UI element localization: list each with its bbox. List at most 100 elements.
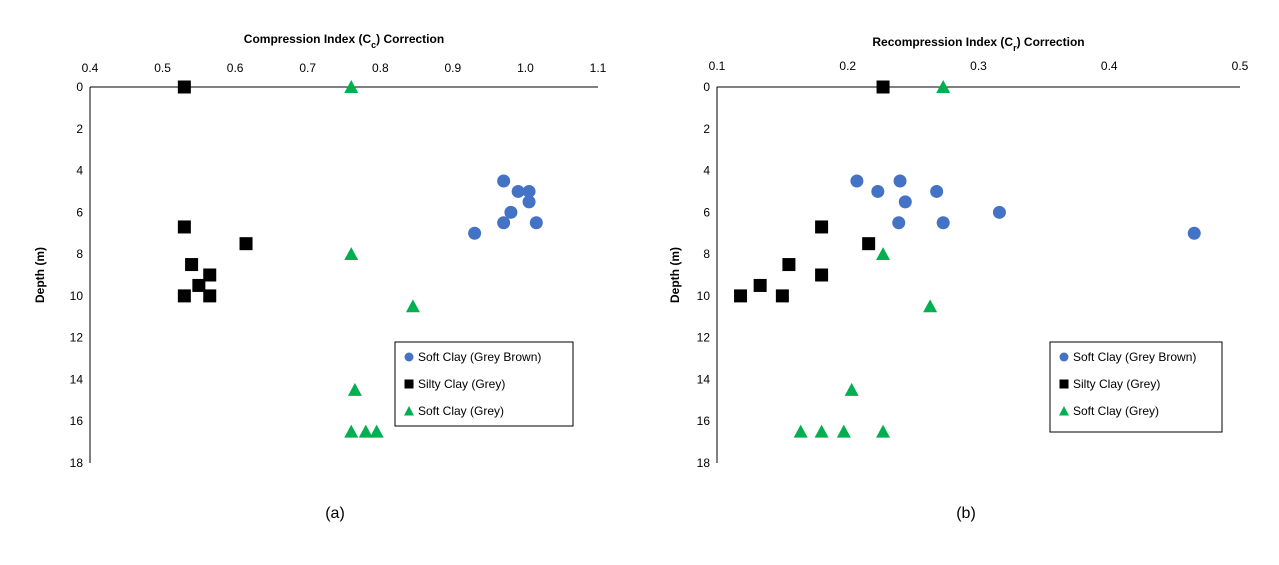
panel-caption: (a) <box>325 505 345 522</box>
y-tick-label: 8 <box>76 247 83 261</box>
data-point <box>369 424 384 438</box>
y-axis-label: Depth (m) <box>33 247 47 303</box>
chart-title: Compression Index (Cc) Correction <box>244 32 444 50</box>
data-point <box>871 184 885 198</box>
legend-marker <box>1059 406 1069 416</box>
chart-panel-1: Compression Index (Cc) Correction 0.4 0.5 0… <box>33 32 607 522</box>
panel-caption: (b) <box>956 505 976 522</box>
data-point <box>497 174 511 188</box>
series-3 <box>793 80 951 438</box>
x-tick-label: 0.1 <box>709 59 726 73</box>
data-point <box>876 424 891 438</box>
chart-title-subscript: c <box>371 40 376 50</box>
legend-marker <box>404 379 414 389</box>
series-1 <box>850 174 1201 240</box>
data-point <box>344 80 359 93</box>
y-tick-label: 4 <box>76 164 83 178</box>
x-tick-label: 0.5 <box>1232 59 1249 73</box>
data-point <box>177 220 191 234</box>
chart-title-end: ) Correction <box>1017 35 1085 49</box>
y-tick-label: 6 <box>76 205 83 219</box>
data-point <box>862 237 876 251</box>
x-tick-label: 0.8 <box>372 61 389 75</box>
data-point <box>358 424 373 438</box>
legend-label: Soft Clay (Grey Brown) <box>418 350 541 364</box>
data-point <box>239 237 253 251</box>
data-point <box>344 247 359 261</box>
x-tick-label: 0.7 <box>299 61 316 75</box>
data-point <box>992 205 1006 219</box>
y-tick-label: 12 <box>697 331 711 345</box>
data-point <box>1187 226 1201 240</box>
data-point <box>936 216 950 230</box>
legend-marker <box>1059 352 1069 362</box>
data-point <box>753 278 767 292</box>
x-tick-label: 0.3 <box>970 59 987 73</box>
data-point <box>793 424 808 438</box>
data-point <box>185 258 199 272</box>
x-tick-label: 1.1 <box>590 61 607 75</box>
data-point <box>192 278 206 292</box>
data-point <box>815 268 829 282</box>
y-tick-label: 18 <box>70 456 84 470</box>
y-tick-label: 10 <box>697 289 711 303</box>
data-point <box>504 205 518 219</box>
data-point <box>850 174 864 188</box>
y-tick-label: 16 <box>70 414 84 428</box>
y-tick-label: 0 <box>703 80 710 94</box>
data-point <box>522 184 536 198</box>
data-point <box>876 80 890 94</box>
x-tick-label: 0.2 <box>839 59 856 73</box>
data-point <box>468 226 482 240</box>
data-point <box>936 80 951 93</box>
data-point <box>930 184 944 198</box>
data-point <box>844 382 859 396</box>
legend-label: Soft Clay (Grey) <box>418 404 504 418</box>
legend-box <box>1049 341 1223 433</box>
x-tick-label: 0.6 <box>227 61 244 75</box>
data-point <box>347 382 362 396</box>
x-tick-label: 0.5 <box>154 61 171 75</box>
data-point <box>876 247 891 261</box>
chart-title-subscript: r <box>1013 43 1017 53</box>
data-point <box>203 289 217 303</box>
data-point <box>203 268 217 282</box>
data-point <box>344 424 359 438</box>
legend-box <box>394 341 574 427</box>
data-point <box>775 289 789 303</box>
data-point <box>497 216 511 230</box>
y-tick-label: 2 <box>76 122 83 136</box>
data-point <box>893 174 907 188</box>
series-2 <box>734 80 890 303</box>
y-axis-label: Depth (m) <box>668 247 682 303</box>
chart-title-main: Compression Index (C <box>244 32 372 46</box>
chart-panel-2: Recompression Index (Cr) Correction 0.1 0.… <box>668 35 1249 522</box>
y-tick-label: 4 <box>703 164 710 178</box>
chart-title: Recompression Index (Cr) Correction <box>872 35 1084 53</box>
data-point <box>923 299 938 313</box>
data-point <box>405 299 420 313</box>
y-tick-label: 16 <box>697 414 711 428</box>
legend: Soft Clay (Grey Brown) Silty Clay (Grey) S… <box>394 341 574 427</box>
legend-label: Soft Clay (Grey Brown) <box>1073 350 1196 364</box>
series-2 <box>177 80 253 303</box>
x-tick-label: 1.0 <box>517 61 534 75</box>
y-tick-label: 2 <box>703 122 710 136</box>
y-tick-label: 12 <box>70 331 84 345</box>
series-1 <box>468 174 543 240</box>
data-point <box>892 216 906 230</box>
data-point <box>836 424 851 438</box>
legend: Soft Clay (Grey Brown) Silty Clay (Grey) S… <box>1049 341 1223 433</box>
data-point <box>814 424 829 438</box>
data-point <box>177 289 191 303</box>
legend-marker <box>1059 379 1069 389</box>
data-point <box>782 258 796 272</box>
legend-marker <box>404 352 414 362</box>
data-point <box>522 195 536 209</box>
series-3 <box>344 80 420 438</box>
chart-title-end: ) Correction <box>376 32 444 46</box>
data-point <box>898 195 912 209</box>
chart-title-main: Recompression Index (C <box>872 35 1013 49</box>
x-tick-label: 0.4 <box>1101 59 1118 73</box>
